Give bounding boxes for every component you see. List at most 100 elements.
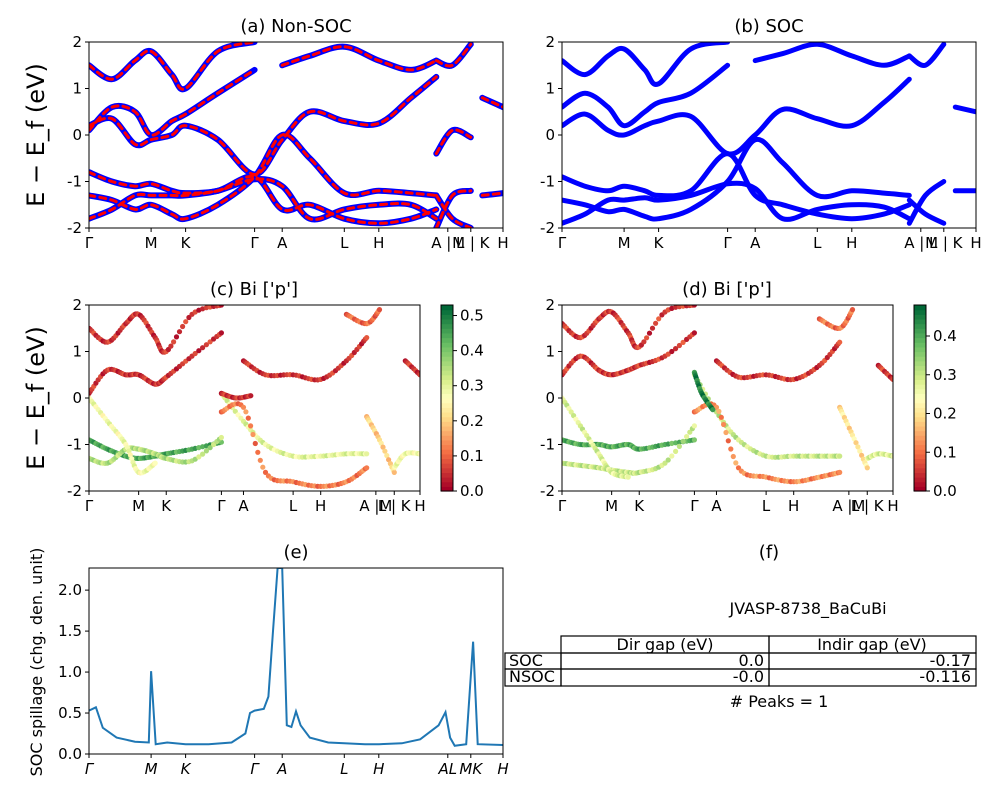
band-line-dashed xyxy=(434,42,473,68)
projection-point xyxy=(417,372,420,378)
x-tick-label: A xyxy=(711,497,722,515)
colorbar-segment xyxy=(914,481,926,487)
colorbar-segment xyxy=(914,416,926,422)
colorbar-segment xyxy=(914,346,926,353)
x-tick-label: L xyxy=(340,234,349,252)
x-tick-label: M | K xyxy=(925,234,964,252)
projection-point xyxy=(382,448,388,454)
projection-point xyxy=(386,457,392,463)
projection-point xyxy=(255,449,261,455)
projection-point xyxy=(725,438,731,444)
x-tick-label: Γ xyxy=(690,497,699,515)
table-header-dir: Dir gap (eV) xyxy=(617,635,714,654)
x-tick-label: M xyxy=(605,497,618,515)
projection-point xyxy=(200,451,206,457)
colorbar-segment xyxy=(441,393,453,399)
projection-point xyxy=(723,429,729,436)
colorbar-segment xyxy=(914,411,926,418)
spillage-line xyxy=(89,568,503,747)
x-tick-label: M xyxy=(618,234,631,252)
x-tick-label: Γ xyxy=(85,497,94,515)
x-tick-label: L xyxy=(340,760,348,778)
colorbar-segment xyxy=(914,305,926,311)
projection-point xyxy=(376,307,383,313)
projection-point xyxy=(176,329,183,335)
band-line-dashed xyxy=(434,193,473,228)
colorbar-tick-label: 0.5 xyxy=(460,307,484,325)
projection-point xyxy=(721,421,727,428)
band-line-dashed xyxy=(480,191,503,197)
colorbar-segment xyxy=(914,435,926,441)
x-tick-label: K xyxy=(181,760,192,778)
colorbar-segment xyxy=(914,486,926,492)
colorbar-segment xyxy=(441,346,453,353)
projection-point xyxy=(625,474,631,480)
y-tick-label: 2 xyxy=(72,33,82,51)
panel-d-title: (d) Bi ['p'] xyxy=(682,279,772,300)
projection-point xyxy=(391,469,397,475)
colorbar-segment xyxy=(441,328,453,334)
band-line-dashed xyxy=(89,42,257,91)
colorbar-segment xyxy=(441,370,453,376)
colorbar-segment xyxy=(914,384,926,390)
colorbar-segment xyxy=(914,356,926,362)
peaks-count: # Peaks = 1 xyxy=(730,692,829,711)
y-tick-label: 1.5 xyxy=(58,622,82,640)
x-tick-label: K xyxy=(181,234,192,252)
y-tick-label: 1 xyxy=(72,80,82,98)
projection-point xyxy=(245,415,251,421)
colorbar-segment xyxy=(914,351,926,357)
colorbar-segment xyxy=(441,332,453,339)
x-tick-label: A xyxy=(238,497,249,515)
colorbar-segment xyxy=(914,458,926,464)
projection-point xyxy=(656,316,662,322)
y-tick-label: 0 xyxy=(545,126,555,144)
table-row-label: NSOC xyxy=(509,667,555,686)
panel-f-info: (f) JVASP-8738_BaCuBi Dir gap (eV) Indir… xyxy=(504,542,977,711)
colorbar-segment xyxy=(441,374,453,380)
x-tick-label: A | L xyxy=(904,234,938,252)
y-tick-label: -1 xyxy=(67,436,82,454)
colorbar-segment xyxy=(441,379,453,385)
projection-point xyxy=(665,351,671,357)
x-tick-label: A | L xyxy=(431,234,465,252)
colorbar-segment xyxy=(441,337,453,343)
x-tick-label: H xyxy=(315,497,326,515)
table-cell-value: 0.0 xyxy=(739,651,764,670)
projection-point xyxy=(733,460,739,466)
band-line-dashed xyxy=(434,128,473,156)
panel-e-ylabel: SOC spillage (chg. den. unit) xyxy=(27,548,46,777)
x-tick-label: M | K xyxy=(452,234,491,252)
colorbar-segment xyxy=(441,416,453,422)
table-cell-value: -0.116 xyxy=(919,667,971,686)
colorbar-segment xyxy=(914,323,926,329)
projection-point xyxy=(364,335,370,341)
colorbar-frame xyxy=(913,304,927,492)
band-line-dashed xyxy=(89,170,438,225)
projection-point xyxy=(168,343,174,349)
projection-point xyxy=(673,448,679,454)
table-row-label: SOC xyxy=(509,651,543,670)
projection-point xyxy=(183,319,189,325)
band-line-dashed xyxy=(89,177,438,222)
colorbar-segment xyxy=(441,402,453,408)
projection-point xyxy=(207,445,213,451)
colorbar-segment xyxy=(914,449,926,455)
projection-point xyxy=(248,393,254,399)
x-tick-label: Γ xyxy=(217,497,226,515)
x-tick-label: H xyxy=(970,234,981,252)
band-line xyxy=(562,180,912,226)
x-tick-label: AL xyxy=(437,760,457,778)
x-tick-label: K xyxy=(161,497,172,515)
x-tick-label: Γ xyxy=(85,234,94,252)
colorbar-segment xyxy=(441,435,453,441)
projection-point xyxy=(669,348,675,355)
projection-point xyxy=(262,469,269,475)
projection-point xyxy=(680,339,686,345)
x-tick-label: A |M xyxy=(359,497,392,515)
colorbar-segment xyxy=(914,342,926,348)
projection-point xyxy=(248,423,254,429)
x-tick-label: L | K xyxy=(378,497,412,515)
